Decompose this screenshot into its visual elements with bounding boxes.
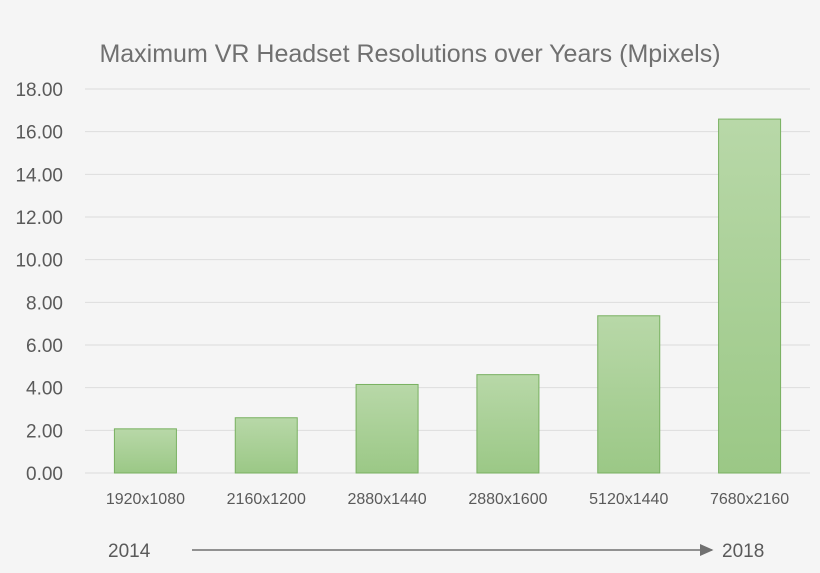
timeline-start-label: 2014 <box>108 541 151 562</box>
timeline-end-label: 2018 <box>722 541 764 562</box>
x-tick-label: 2160x1200 <box>227 491 306 508</box>
x-tick-label: 2880x1600 <box>468 491 547 508</box>
y-tick-label: 8.00 <box>26 293 63 314</box>
bar-2160x1200 <box>234 417 298 474</box>
y-tick-label: 16.00 <box>15 123 63 144</box>
bar-1920x1080 <box>113 428 177 474</box>
bar-7680x2160 <box>718 118 782 474</box>
x-tick-label: 5120x1440 <box>589 491 668 508</box>
x-tick-label: 1920x1080 <box>106 491 185 508</box>
y-tick-label: 4.00 <box>26 379 63 400</box>
y-tick-label: 18.00 <box>15 80 63 101</box>
y-axis: 0.00 2.00 4.00 6.00 8.00 10.00 12.00 14.00 16.00… <box>15 80 63 485</box>
bar-5120x1440 <box>597 315 661 474</box>
x-axis: 1920x1080 2160x1200 2880x1440 2880x1600 5120… <box>106 491 789 508</box>
bar-2880x1600 <box>476 374 540 474</box>
x-tick-label: 7680x2160 <box>710 491 789 508</box>
bar-2880x1440 <box>355 383 419 474</box>
gridlines <box>85 88 810 474</box>
y-tick-label: 12.00 <box>15 208 63 229</box>
y-tick-label: 2.00 <box>26 421 63 442</box>
y-tick-label: 0.00 <box>26 464 63 485</box>
x-tick-label: 2880x1440 <box>347 491 426 508</box>
bars <box>113 118 782 474</box>
chart-title: Maximum VR Headset Resolutions over Year… <box>99 40 720 68</box>
y-tick-label: 6.00 <box>26 336 63 357</box>
y-tick-label: 14.00 <box>15 165 63 186</box>
y-tick-label: 10.00 <box>15 251 63 272</box>
